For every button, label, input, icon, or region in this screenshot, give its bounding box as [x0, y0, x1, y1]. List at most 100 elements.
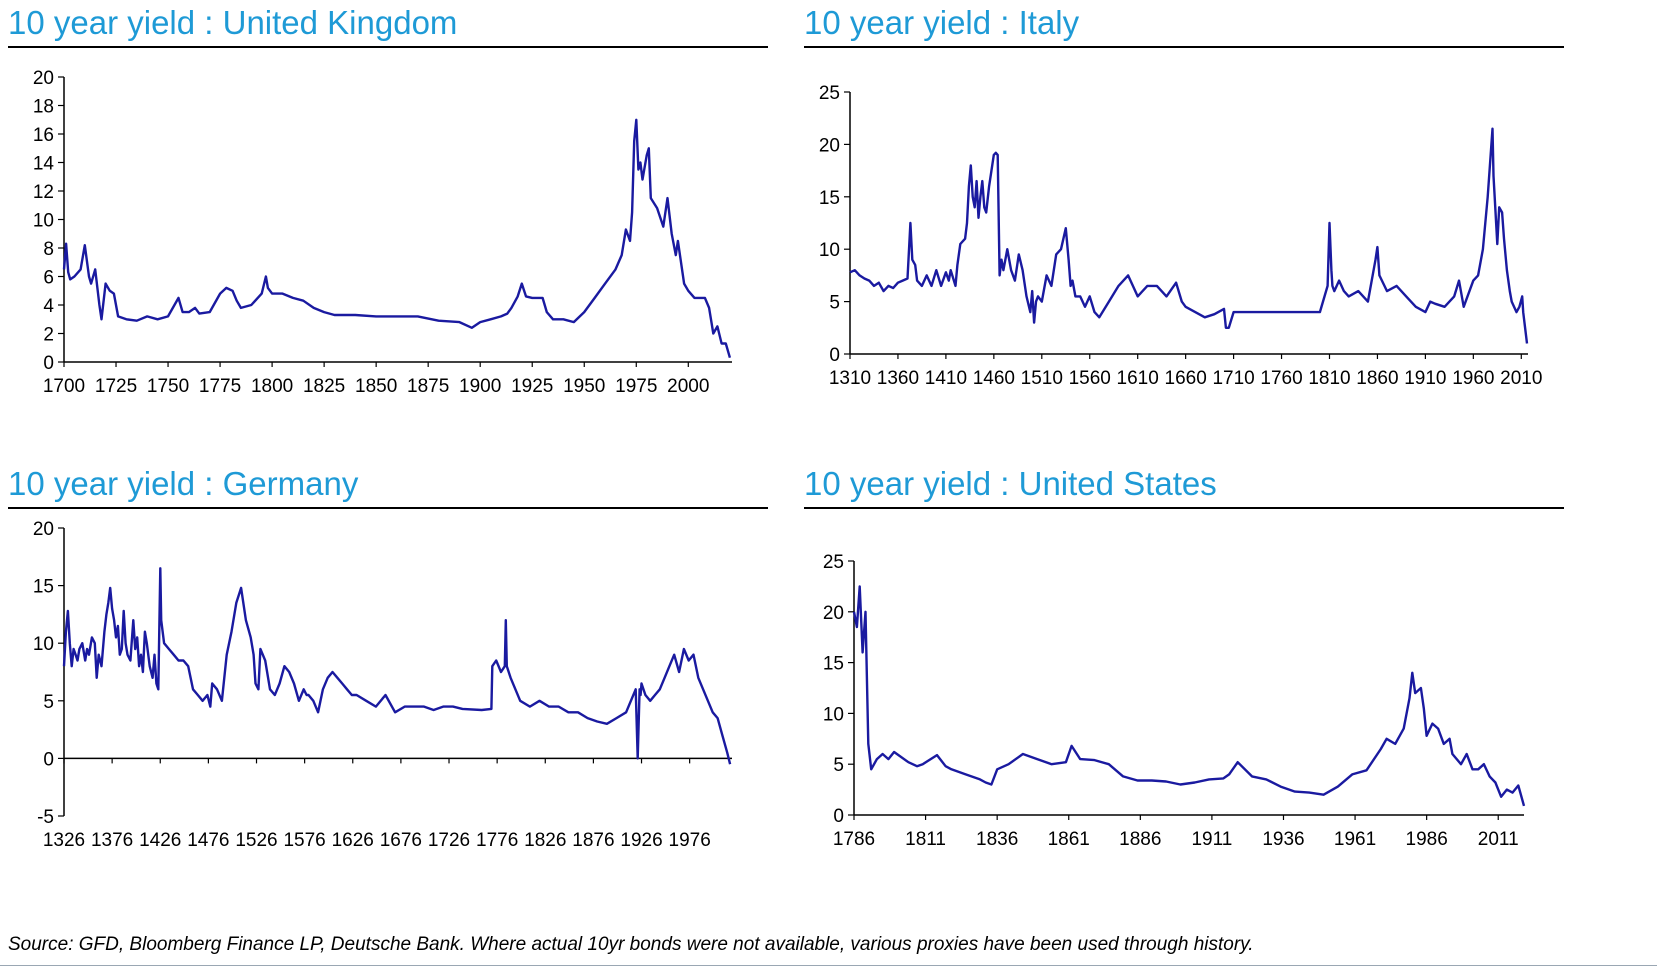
x-tick-label: 1760 — [1260, 368, 1302, 389]
y-tick-label: 18 — [33, 97, 54, 118]
x-tick-label: 1326 — [43, 830, 85, 851]
series-line — [62, 118, 732, 359]
y-tick-label: -5 — [37, 807, 54, 828]
y-tick-label: 0 — [43, 353, 54, 374]
x-tick-label: 1975 — [615, 376, 657, 397]
y-tick-label: 25 — [823, 552, 844, 573]
x-tick-label: 1610 — [1117, 368, 1159, 389]
chart-panel-italy: 10 year yield : Italy 0 5 10 15 20 25 1310 1360… — [804, 6, 1564, 406]
x-tick-label: 2010 — [1500, 368, 1542, 389]
x-tick-label: 1910 — [1404, 368, 1446, 389]
chart-panel-uk: 10 year yield : United Kingdom 0 2 4 6 8 10 12… — [8, 6, 768, 406]
x-tick-label: 1826 — [524, 830, 566, 851]
y-tick-label: 10 — [33, 211, 54, 232]
y-tick-label: 10 — [819, 240, 840, 261]
x-tick-label: 1725 — [95, 376, 137, 397]
x-tick-label: 1950 — [563, 376, 605, 397]
y-tick-label: 15 — [823, 654, 844, 675]
x-tick-label: 1510 — [1021, 368, 1063, 389]
x-tick-label: 1926 — [620, 830, 662, 851]
x-tick-label: 1911 — [1191, 829, 1232, 850]
title-rule — [804, 507, 1564, 509]
x-tick-label: 1960 — [1452, 368, 1494, 389]
title-rule — [8, 46, 768, 48]
x-tick-label: 1875 — [407, 376, 449, 397]
x-tick-label: 1376 — [91, 830, 133, 851]
x-tick-label: 1660 — [1165, 368, 1207, 389]
y-tick-label: 15 — [819, 188, 840, 209]
series-line — [849, 127, 1529, 344]
footer-divider — [0, 965, 1657, 966]
y-tick-label: 5 — [829, 293, 840, 314]
x-tick-label: 2000 — [667, 376, 709, 397]
title-rule — [804, 46, 1564, 48]
x-tick-label: 1676 — [380, 830, 422, 851]
x-tick-label: 1310 — [829, 368, 871, 389]
y-tick-label: 5 — [833, 755, 844, 776]
x-tick-label: 1626 — [332, 830, 374, 851]
chart-panel-germany: 10 year yield : Germany -5 0 5 10 15 20 1326 13… — [8, 467, 768, 867]
x-tick-label: 1850 — [355, 376, 397, 397]
source-note: Source: GFD, Bloomberg Finance LP, Deuts… — [8, 934, 1254, 955]
x-tick-label: 1360 — [877, 368, 919, 389]
x-tick-label: 1860 — [1356, 368, 1398, 389]
x-tick-label: 1476 — [187, 830, 229, 851]
x-tick-label: 1976 — [669, 830, 711, 851]
x-tick-label: 1961 — [1334, 829, 1376, 850]
y-tick-label: 6 — [43, 268, 54, 289]
x-tick-label: 1800 — [251, 376, 293, 397]
y-tick-label: 16 — [33, 125, 54, 146]
x-tick-label: 1775 — [199, 376, 241, 397]
y-tick-label: 20 — [33, 68, 54, 89]
x-tick-label: 1710 — [1212, 368, 1254, 389]
y-tick-label: 0 — [833, 806, 844, 827]
y-tick-label: 4 — [43, 296, 54, 317]
x-tick-label: 1576 — [283, 830, 325, 851]
chart-title: 10 year yield : United States — [804, 465, 1217, 502]
x-tick-label: 1810 — [1308, 368, 1350, 389]
x-tick-label: 1936 — [1262, 829, 1304, 850]
chart-title: 10 year yield : Germany — [8, 465, 359, 502]
x-tick-label: 1726 — [428, 830, 470, 851]
y-tick-label: 10 — [33, 634, 54, 655]
y-tick-label: 2 — [43, 325, 54, 346]
chart-title: 10 year yield : Italy — [804, 4, 1080, 41]
x-tick-label: 1876 — [572, 830, 614, 851]
x-tick-label: 1925 — [511, 376, 553, 397]
line-chart: 0 5 10 15 20 25 1310 1360 1410 1460 1510 1560 1610 16… — [819, 83, 1543, 389]
x-tick-label: 1426 — [139, 830, 181, 851]
x-tick-label: 1776 — [476, 830, 518, 851]
x-tick-label: 2011 — [1478, 829, 1519, 850]
chart-panel-us: 10 year yield : United States 0 5 10 15 20 25… — [804, 467, 1564, 867]
chart-title: 10 year yield : United Kingdom — [8, 4, 458, 41]
x-tick-label: 1811 — [905, 829, 946, 850]
y-tick-label: 15 — [33, 577, 54, 598]
y-tick-label: 20 — [823, 603, 844, 624]
y-tick-label: 20 — [819, 135, 840, 156]
x-tick-label: 1900 — [459, 376, 501, 397]
x-tick-label: 1410 — [925, 368, 967, 389]
y-tick-label: 14 — [33, 154, 55, 175]
x-tick-label: 1861 — [1048, 829, 1090, 850]
series-line — [852, 585, 1526, 807]
y-tick-label: 0 — [43, 749, 54, 770]
x-tick-label: 1700 — [43, 376, 85, 397]
x-tick-label: 1560 — [1069, 368, 1111, 389]
x-tick-label: 1460 — [973, 368, 1015, 389]
x-tick-label: 1836 — [976, 829, 1018, 850]
line-chart: -5 0 5 10 15 20 1326 1376 1426 1476 1526 1576 1626 16… — [33, 519, 732, 851]
y-tick-label: 0 — [829, 345, 840, 366]
x-tick-label: 1526 — [235, 830, 277, 851]
y-tick-label: 8 — [43, 239, 54, 260]
y-tick-label: 5 — [43, 692, 54, 713]
line-chart: 0 2 4 6 8 10 12 14 16 18 20 1700 1725 1750 1775 1800 182… — [33, 68, 732, 397]
x-tick-label: 1986 — [1406, 829, 1448, 850]
title-rule — [8, 507, 768, 509]
series-line — [62, 567, 732, 765]
y-tick-label: 25 — [819, 83, 840, 104]
y-tick-label: 12 — [33, 182, 54, 203]
x-tick-label: 1886 — [1119, 829, 1161, 850]
y-tick-label: 20 — [33, 519, 54, 540]
y-tick-label: 10 — [823, 704, 844, 725]
x-tick-label: 1750 — [147, 376, 189, 397]
